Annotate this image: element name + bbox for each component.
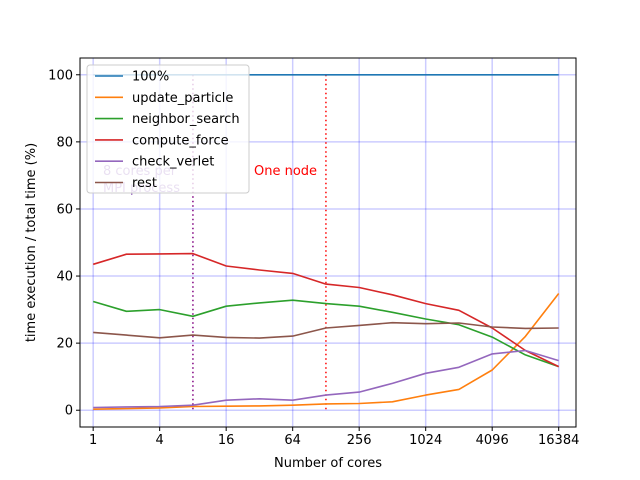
legend-label: check_verlet	[132, 155, 214, 170]
legend-label: neighbor_search	[132, 112, 240, 127]
y-tick-label: 20	[56, 337, 73, 352]
annotation-one-node: One node	[254, 164, 317, 179]
series-group	[92, 74, 560, 410]
legend-label: 100%	[132, 70, 169, 85]
x-tick-label: 4	[156, 433, 164, 448]
legend-label: compute_force	[132, 133, 229, 148]
legend-box	[86, 64, 250, 194]
x-axis-label: Number of cores	[274, 456, 382, 471]
x-tick-label: 1	[89, 433, 97, 448]
plot-frame	[79, 57, 577, 428]
reference-lines	[192, 74, 327, 411]
y-tick-label: 0	[65, 404, 73, 419]
series-line-5	[93, 321, 559, 339]
y-tick-label: 100	[48, 68, 73, 83]
x-tick-label: 256	[347, 433, 372, 448]
y-axis: 0 20 40 60 80 100	[48, 68, 80, 419]
legend: 100% update_particle neighbor_searchcomput…	[86, 64, 250, 194]
series-line-2	[92, 299, 559, 368]
y-axis-label: time execution / total time (%)	[24, 143, 39, 342]
y-tick-label: 60	[56, 202, 73, 217]
x-axis: 1 4 16 64 256 1024 4096 16384	[89, 427, 579, 448]
y-tick-label: 80	[56, 135, 73, 150]
x-tick-label: 4096	[476, 433, 509, 448]
series-line-3	[92, 252, 560, 368]
y-tick-label: 40	[56, 270, 73, 285]
legend-label: rest	[132, 176, 157, 191]
x-tick-label: 64	[284, 433, 301, 448]
x-tick-label: 1024	[409, 433, 442, 448]
x-tick-label: 16	[218, 433, 235, 448]
series-line-1	[93, 293, 560, 410]
legend-label: update_particle	[132, 91, 233, 106]
series-line-4	[93, 349, 559, 409]
x-tick-label: 16384	[538, 433, 579, 448]
